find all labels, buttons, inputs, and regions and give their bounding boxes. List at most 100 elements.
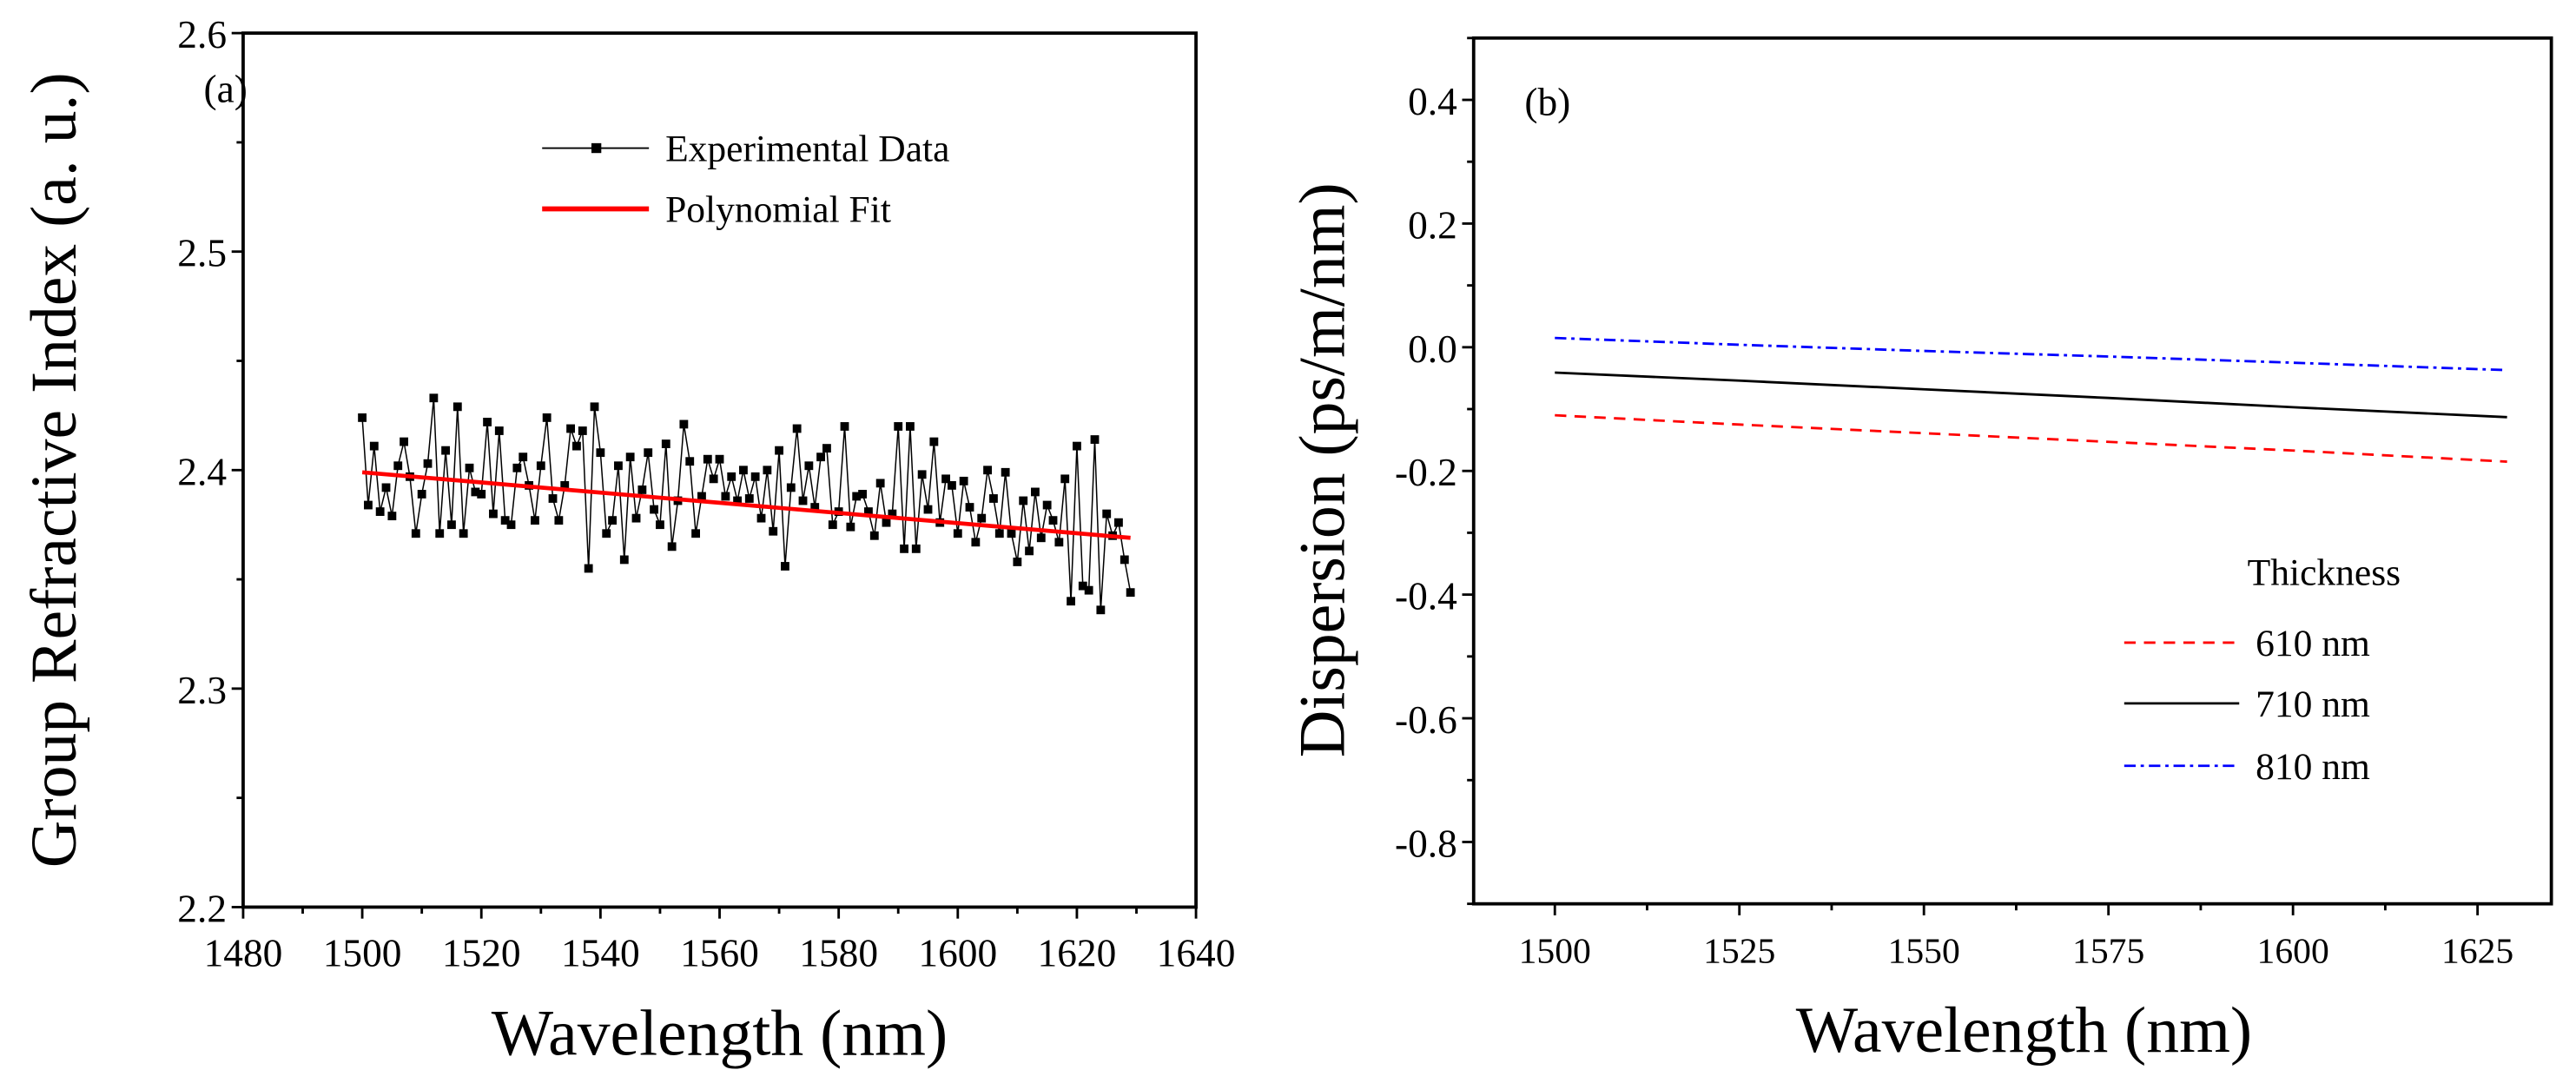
y-tick-label: 2.2 [177, 887, 227, 930]
legend-label-610: 610 nm [2256, 623, 2370, 664]
data-point-experimental [637, 485, 647, 494]
data-point-experimental [1025, 546, 1034, 556]
data-point-experimental [781, 562, 789, 571]
y-tick-label: 2.6 [177, 13, 227, 56]
data-point-experimental [459, 529, 468, 538]
data-point-experimental [846, 522, 855, 532]
data-point-experimental [560, 480, 570, 490]
data-point-experimental [840, 422, 849, 431]
data-point-experimental [1001, 467, 1010, 477]
data-point-experimental [810, 503, 820, 512]
data-point-experimental [656, 520, 664, 530]
data-point-experimental [1078, 581, 1087, 591]
plot-area-b [1555, 336, 2507, 463]
data-point-experimental [929, 437, 939, 446]
data-point-experimental [566, 424, 576, 433]
data-point-experimental [375, 507, 385, 517]
data-point-experimental [733, 496, 743, 505]
data-point-experimental [584, 564, 593, 573]
data-point-experimental [417, 490, 426, 499]
data-point-experimental [536, 461, 545, 471]
data-point-experimental [608, 516, 618, 525]
data-point-experimental [769, 526, 778, 536]
legend-label-fit: Polynomial Fit [665, 189, 891, 231]
y-tick-label: -0.4 [1395, 575, 1457, 618]
data-point-experimental [744, 494, 754, 503]
data-point-experimental [667, 542, 677, 552]
y-tick-label: 0.0 [1408, 327, 1457, 371]
x-tick-label: 1600 [2257, 932, 2329, 972]
series-line-experimental [361, 398, 1132, 611]
data-point-experimental [756, 513, 766, 523]
legend-label-experimental: Experimental Data [665, 129, 949, 170]
data-point-experimental [953, 529, 962, 538]
data-point-experimental [506, 520, 516, 530]
legend-title: Thickness [2248, 552, 2401, 594]
plot-area-a [358, 393, 1135, 615]
series-line-610-nm [1555, 413, 2507, 463]
data-point-experimental [906, 422, 915, 431]
x-tick-label: 1520 [442, 932, 521, 975]
data-point-experimental [983, 466, 992, 475]
data-point-experimental [798, 496, 808, 505]
data-point-experimental [1096, 605, 1106, 615]
data-point-experimental [852, 492, 862, 501]
data-point-experimental [917, 470, 927, 479]
y-axis-title-b: Dispersion (ps/m/nm) [1286, 182, 1358, 757]
x-tick-label: 1500 [1519, 932, 1591, 972]
data-point-experimental [452, 402, 462, 412]
data-point-experimental [531, 516, 539, 525]
data-point-experimental [1067, 597, 1075, 606]
data-point-experimental [631, 513, 641, 523]
data-point-experimental [858, 490, 867, 499]
data-point-experimental [894, 422, 903, 431]
data-point-experimental [1114, 518, 1123, 527]
data-point-experimental [1090, 435, 1100, 444]
data-point-experimental [494, 426, 504, 435]
data-point-experimental [471, 487, 480, 497]
x-tick-label: 1550 [1888, 932, 1960, 972]
series-line-710-nm [1555, 371, 2507, 419]
data-point-experimental [792, 424, 802, 433]
data-point-experimental [1126, 588, 1135, 598]
data-point-experimental [572, 441, 581, 451]
x-axis-title-a: Wavelength (nm) [492, 998, 948, 1070]
data-point-experimental [941, 474, 950, 484]
data-point-experimental [763, 466, 772, 475]
data-point-experimental [650, 505, 659, 514]
data-point-experimental [411, 529, 420, 538]
x-tick-label: 1625 [2441, 932, 2513, 972]
data-point-experimental [1019, 496, 1028, 505]
x-tick-label: 1500 [323, 932, 402, 975]
y-tick-label: -0.8 [1395, 822, 1457, 865]
data-point-experimental [619, 555, 629, 565]
data-point-experimental [739, 466, 748, 475]
data-point-experimental [400, 437, 409, 446]
data-point-experimental [447, 520, 456, 530]
x-tick-label: 1560 [680, 932, 759, 975]
data-point-experimental [644, 448, 653, 458]
data-point-experimental [423, 459, 433, 468]
data-point-experimental [1036, 533, 1046, 543]
series-line-polynomial-fit [361, 470, 1131, 540]
data-point-experimental [596, 448, 605, 458]
y-tick-label: -0.6 [1395, 698, 1457, 742]
data-point-experimental [828, 520, 837, 530]
series-line-810-nm [1555, 336, 2507, 372]
data-point-experimental [875, 479, 885, 488]
y-tick-label: 0.2 [1408, 203, 1457, 247]
data-point-experimental [709, 474, 718, 484]
y-tick-label: -0.2 [1395, 451, 1457, 494]
x-axis-title-b: Wavelength (nm) [1796, 994, 2252, 1067]
data-point-experimental [500, 516, 510, 525]
data-point-experimental [750, 472, 760, 481]
axis-ticks-b: 1500 1525 1550 1575 1600 1625 -0.8 -0.6 -0.4 -0.2… [1395, 36, 2513, 972]
data-point-experimental [703, 454, 712, 464]
data-point-experimental [804, 461, 814, 471]
data-point-experimental [869, 531, 879, 540]
data-point-experimental [882, 518, 891, 527]
data-point-experimental [429, 393, 439, 403]
data-point-experimental [685, 457, 695, 466]
data-point-experimental [971, 538, 981, 547]
